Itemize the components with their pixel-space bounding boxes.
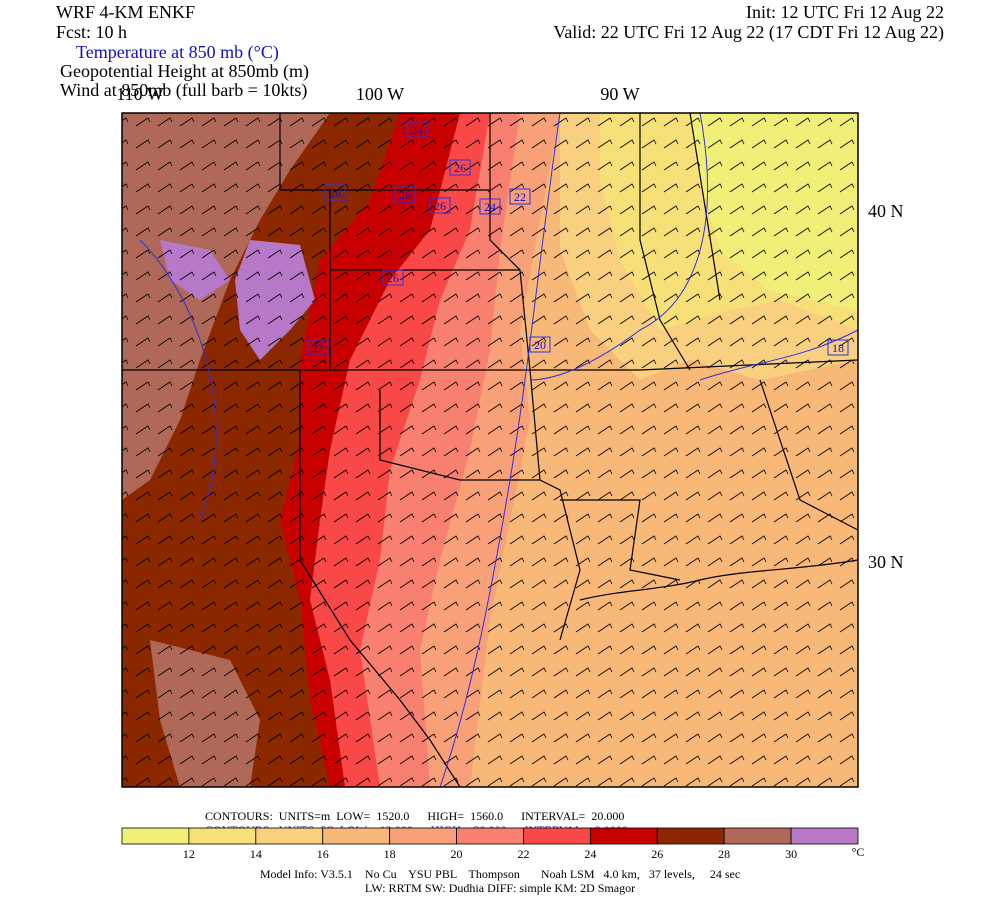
colorbar-swatch <box>456 827 524 845</box>
contour-label: 26 <box>434 199 446 213</box>
longitude-label: 110 W <box>116 84 164 104</box>
model-info: Model Info: V3.5.1 No Cu YSU PBL Thompso… <box>260 867 740 881</box>
valid-time: Valid: 22 UTC Fri 12 Aug 22 (17 CDT Fri … <box>553 22 944 43</box>
colorbar-swatch <box>523 827 591 845</box>
colorbar-tick-label: 30 <box>785 847 797 861</box>
contour-label: 26 <box>454 161 466 175</box>
forecast-hour: Fcst: 10 h <box>56 22 127 42</box>
contour-label: 26 <box>387 271 399 285</box>
colorbar-tick-label: 28 <box>718 847 730 861</box>
colorbar-swatch <box>656 827 725 845</box>
contour-label-box <box>406 121 428 138</box>
colorbar-swatch <box>188 827 257 845</box>
colorbar-swatch <box>255 827 324 845</box>
colorbar-swatch <box>790 827 859 845</box>
contour-label-box <box>827 339 849 356</box>
contour-label-box <box>429 197 451 214</box>
contour-label: 18 <box>832 341 844 355</box>
init-time: Init: 12 UTC Fri 12 Aug 22 <box>746 2 944 22</box>
contour-label: 24 <box>484 200 496 214</box>
contour-label-box <box>529 336 551 353</box>
model-info: LW: RRTM SW: Dudhia DIFF: simple KM: 2D … <box>365 881 635 895</box>
map <box>122 113 858 787</box>
colorbar-tick-label: 22 <box>517 847 529 861</box>
contour-label-box <box>449 159 471 176</box>
field-label: Geopotential Height at 850mb (m) <box>60 61 309 82</box>
contour-label: 22 <box>514 190 526 204</box>
contour-label-box <box>394 186 416 203</box>
contour-label-box <box>324 184 346 201</box>
colorbar-swatch <box>589 827 658 845</box>
contour-label: 22 <box>312 341 324 355</box>
colorbar-swatch <box>322 827 391 845</box>
colorbar-tick-label: 14 <box>250 847 262 861</box>
contour-label-box <box>382 269 404 286</box>
colorbar-tick-label: 20 <box>451 847 463 861</box>
model-title: WRF 4-KM ENKF <box>56 2 195 22</box>
colorbar-unit: °C <box>852 845 865 859</box>
latitude-label: 40 N <box>868 201 904 221</box>
longitude-label: 90 W <box>600 84 639 104</box>
colorbar-tick-label: 12 <box>183 847 195 861</box>
contour-label-box <box>509 188 531 205</box>
colorbar-tick-label: 26 <box>651 847 663 861</box>
height-contour-info: CONTOURS: UNITS=m LOW= 1520.0 HIGH= 1560… <box>205 809 624 823</box>
latitude-label: 30 N <box>868 552 904 572</box>
field-label: Wind at 850mb (full barb = 10kts) <box>60 80 307 101</box>
longitude-label: 100 W <box>356 84 404 104</box>
colorbar-swatch <box>723 827 792 845</box>
colorbar-tick-label: 16 <box>317 847 329 861</box>
contour-label: 26 <box>329 186 341 200</box>
contour-label: 24 <box>411 123 423 137</box>
colorbar-swatch <box>121 827 190 845</box>
colorbar-swatch <box>389 827 457 845</box>
contour-label: 20 <box>534 338 546 352</box>
colorbar-tick-label: 18 <box>384 847 396 861</box>
map-frame <box>121 112 859 788</box>
contour-label-box <box>307 339 329 356</box>
contour-label: 26 <box>399 188 411 202</box>
contour-label-box <box>479 198 501 215</box>
field-label: Temperature at 850 mb (°C) <box>76 42 279 63</box>
colorbar-tick-label: 24 <box>584 847 596 861</box>
